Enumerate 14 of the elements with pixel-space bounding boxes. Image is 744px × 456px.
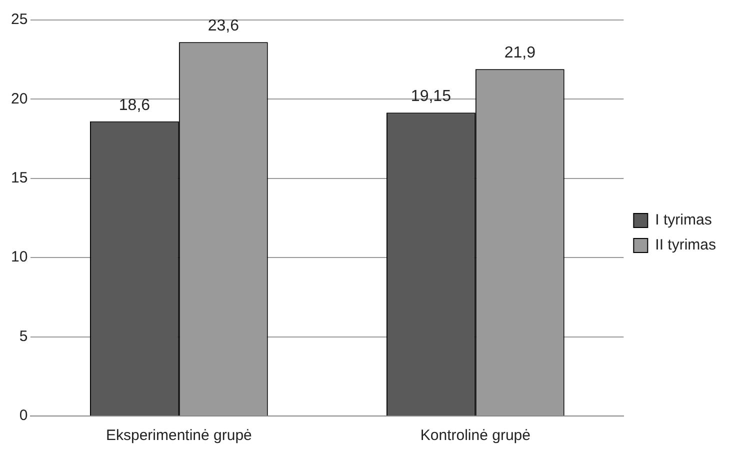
y-tick-label: 25 <box>10 11 28 28</box>
x-tick-label: Eksperimentinė grupė <box>106 427 252 444</box>
data-label: 21,9 <box>504 44 536 62</box>
data-label: 19,15 <box>410 88 452 106</box>
data-label: 23,6 <box>208 18 240 35</box>
x-tick-label: Kontrolinė grupė <box>420 427 530 444</box>
legend-label: II tyrimas <box>655 236 716 254</box>
data-label: 18,6 <box>118 96 150 114</box>
y-tick-label: 15 <box>10 170 28 187</box>
legend-label: I tyrimas <box>655 212 712 229</box>
y-tick-label: 5 <box>19 328 28 345</box>
y-tick-label: 10 <box>10 248 28 266</box>
y-tick-label: 0 <box>19 407 28 424</box>
y-tick-label: 20 <box>10 90 28 108</box>
